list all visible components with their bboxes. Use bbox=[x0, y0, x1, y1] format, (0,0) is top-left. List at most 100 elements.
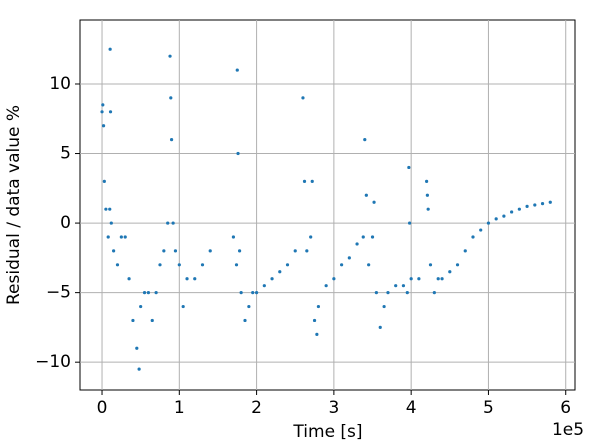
scatter-point bbox=[361, 235, 365, 239]
scatter-point bbox=[171, 221, 175, 225]
y-tick-label: −10 bbox=[35, 352, 71, 372]
scatter-point bbox=[168, 54, 172, 58]
scatter-point bbox=[332, 277, 336, 281]
scatter-point bbox=[193, 277, 197, 281]
scatter-point bbox=[312, 318, 317, 323]
scatter-point bbox=[109, 221, 113, 225]
scatter-point bbox=[119, 235, 123, 239]
scatter-point bbox=[101, 124, 106, 128]
scatter-point bbox=[316, 304, 321, 309]
scatter-point bbox=[100, 110, 104, 114]
scatter-point bbox=[208, 249, 212, 253]
scatter-point bbox=[154, 291, 158, 295]
scatter-point bbox=[169, 138, 174, 142]
scatter-point bbox=[293, 249, 297, 253]
scatter-point bbox=[367, 263, 371, 267]
scatter-point bbox=[305, 249, 309, 253]
x-tick-label: 3 bbox=[328, 398, 339, 418]
scatter-point bbox=[236, 151, 240, 156]
plot-frame bbox=[79, 19, 576, 391]
x-tick-label: 1 bbox=[174, 398, 185, 418]
x-axis-label: Time [s] bbox=[292, 422, 362, 441]
y-tick-label: 0 bbox=[60, 213, 71, 233]
scatter-point bbox=[440, 277, 444, 281]
scatter-point bbox=[405, 291, 409, 295]
scatter-point bbox=[386, 291, 390, 295]
scatter-point bbox=[436, 277, 440, 281]
scatter-point bbox=[370, 235, 375, 239]
scatter-point bbox=[112, 249, 116, 253]
x-tick-label: 4 bbox=[406, 398, 417, 418]
scatter-point bbox=[302, 179, 307, 183]
scatter-point bbox=[355, 242, 359, 246]
scatter-point bbox=[471, 235, 475, 239]
scatter-point bbox=[309, 235, 313, 239]
scatter-point bbox=[235, 68, 239, 72]
x-tick-label: 5 bbox=[483, 398, 494, 418]
y-tick-label: 5 bbox=[60, 144, 71, 164]
scatter-point bbox=[426, 207, 430, 211]
y-tick-label: 10 bbox=[49, 74, 71, 94]
scatter-point bbox=[123, 235, 127, 239]
scatter-point bbox=[131, 318, 135, 323]
scatter-point bbox=[239, 291, 243, 295]
scatter-point bbox=[310, 179, 314, 183]
scatter-point bbox=[425, 179, 429, 183]
scatter-point bbox=[408, 221, 412, 225]
scatter-point bbox=[372, 200, 376, 204]
scatter-point bbox=[479, 228, 483, 232]
scatter-point bbox=[364, 193, 368, 197]
scatter-point bbox=[254, 291, 259, 295]
scatter-point bbox=[162, 249, 166, 253]
scatter-point bbox=[425, 193, 429, 197]
scatter-point bbox=[108, 207, 112, 211]
scatter-point bbox=[108, 47, 112, 51]
scatter-point bbox=[363, 138, 367, 142]
scatter-point bbox=[502, 214, 506, 218]
x-tick-label: 2 bbox=[251, 398, 262, 418]
scatter-point bbox=[173, 249, 178, 253]
scatter-point bbox=[340, 263, 344, 267]
scatter-point bbox=[463, 249, 467, 253]
y-axis-label: Residual / data value % bbox=[4, 105, 24, 305]
scatter-point bbox=[486, 221, 491, 225]
y-tick-label: −5 bbox=[46, 283, 71, 303]
scatter-point bbox=[142, 291, 147, 295]
scatter-point bbox=[382, 304, 386, 309]
scatter-point bbox=[247, 304, 251, 309]
scatter-point bbox=[407, 165, 411, 170]
scatter-point bbox=[237, 249, 242, 253]
scatter-point bbox=[270, 277, 274, 281]
scatter-point bbox=[510, 210, 514, 214]
scatter-point bbox=[494, 217, 498, 221]
scatter-point bbox=[378, 325, 382, 330]
scatter-point bbox=[432, 291, 436, 295]
scatter-point bbox=[101, 103, 105, 107]
scatter-point bbox=[540, 202, 545, 206]
scatter-point bbox=[455, 263, 460, 267]
scatter-point bbox=[448, 270, 452, 274]
scatter-point bbox=[127, 277, 131, 281]
scatter-point bbox=[234, 263, 239, 267]
scatter-point bbox=[417, 277, 421, 281]
scatter-point bbox=[548, 200, 552, 204]
scatter-point bbox=[401, 284, 406, 288]
scatter-point bbox=[137, 367, 141, 371]
scatter-point bbox=[428, 263, 433, 267]
scatter-point bbox=[135, 346, 139, 350]
scatter-point bbox=[347, 256, 351, 260]
scatter-point bbox=[374, 291, 378, 295]
scatter-point bbox=[146, 291, 150, 295]
scatter-point bbox=[262, 284, 266, 288]
scatter-point bbox=[251, 291, 255, 295]
scatter-point bbox=[517, 207, 521, 211]
scatter-point bbox=[166, 221, 170, 225]
scatter-point bbox=[169, 96, 173, 100]
scatter-point bbox=[181, 304, 185, 309]
scatter-point bbox=[139, 304, 143, 309]
scatter-point bbox=[106, 235, 110, 239]
scatter-point bbox=[394, 284, 398, 288]
scatter-point bbox=[200, 263, 205, 267]
scatter-point bbox=[409, 277, 413, 281]
